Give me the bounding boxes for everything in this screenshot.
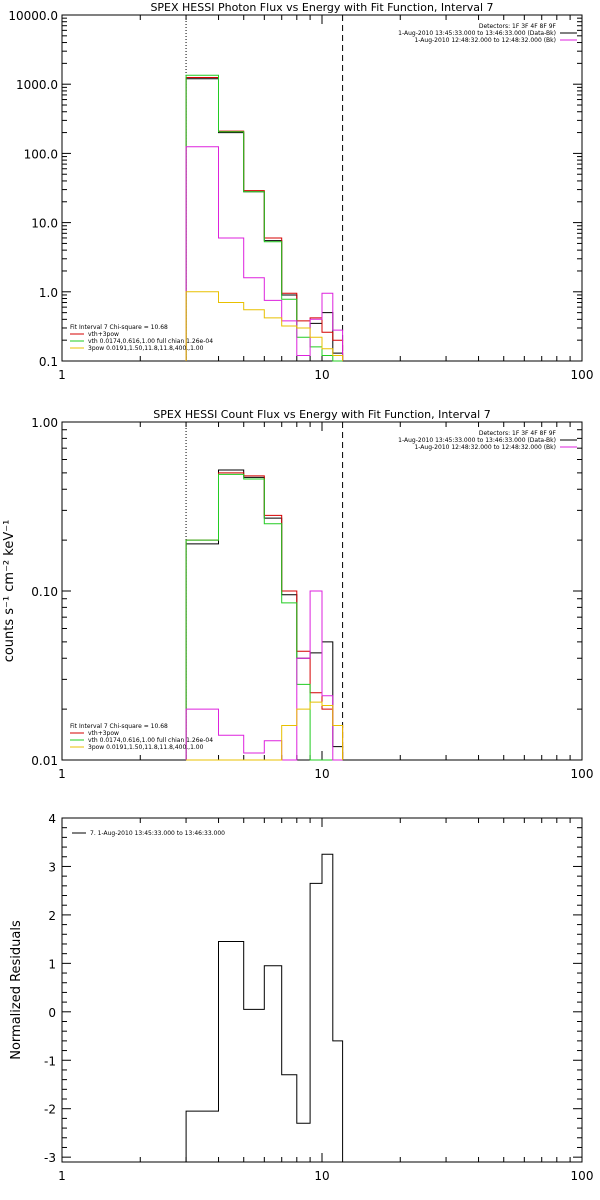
model-total-series bbox=[185, 472, 344, 760]
x-tick-label: 100 bbox=[571, 767, 594, 781]
header-text: 1-Aug-2010 13:45:33.000 to 13:46:33.000 … bbox=[398, 30, 556, 37]
y-tick-label: 10.0 bbox=[31, 217, 58, 231]
x-tick-label: 10 bbox=[314, 368, 329, 382]
y-tick-label: -2 bbox=[44, 1103, 56, 1117]
x-tick-label: 1 bbox=[58, 767, 66, 781]
y-tick-label: 1000.0 bbox=[16, 78, 58, 92]
panel-1: SPEX HESSI Photon Flux vs Energy with Fi… bbox=[8, 1, 593, 382]
thermal-component-series bbox=[185, 74, 343, 362]
legend-entry: vth+3pow bbox=[88, 730, 119, 737]
fit-label: Fit Interval 7 Chi-square = 10.68 bbox=[70, 723, 168, 730]
x-tick-label: 10 bbox=[314, 767, 329, 781]
x-tick-label: 100 bbox=[571, 368, 594, 382]
residual-series bbox=[185, 853, 344, 1162]
legend-entry: vth+3pow bbox=[88, 331, 119, 338]
legend-entry: 7. 1-Aug-2010 13:45:33.000 to 13:46:33.0… bbox=[90, 830, 225, 837]
panel-2: SPEX HESSI Count Flux vs Energy with Fit… bbox=[2, 408, 593, 781]
header-text: 1-Aug-2010 12:48:32.000 to 12:48:32.000 … bbox=[414, 444, 556, 451]
y-tick-label: 1 bbox=[48, 957, 56, 971]
data-series bbox=[185, 78, 344, 361]
legend-entry: vth 0.0174,0.616,1.00 full chian 1.26e-0… bbox=[88, 737, 213, 744]
background-series bbox=[185, 590, 343, 761]
y-axis-label: Normalized Residuals bbox=[9, 920, 24, 1060]
fit-label: Fit Interval 7 Chi-square = 10.68 bbox=[70, 324, 168, 331]
header-text: 1-Aug-2010 13:45:33.000 to 13:46:33.000 … bbox=[398, 437, 556, 444]
background-series bbox=[185, 146, 344, 361]
y-tick-label: 1.0 bbox=[39, 286, 58, 300]
y-axis-label: counts s⁻¹ cm⁻² keV⁻¹ bbox=[2, 520, 17, 663]
power-law-component-series bbox=[185, 291, 344, 361]
y-tick-label: 1.00 bbox=[31, 416, 58, 430]
y-tick-label: -3 bbox=[44, 1151, 56, 1165]
header-text: Detectors: 1F 3F 4F 8F 9F bbox=[479, 23, 557, 30]
legend-entry: 3pow 0.0191,1.50,11.8,11.8,400.,1.00 bbox=[88, 345, 204, 352]
x-tick-label: 1 bbox=[58, 1169, 66, 1183]
y-tick-label: -1 bbox=[44, 1054, 56, 1068]
y-tick-label: 2 bbox=[48, 909, 56, 923]
y-tick-label: 0.1 bbox=[39, 355, 58, 369]
model-total-series bbox=[185, 77, 344, 361]
y-tick-label: 0.01 bbox=[31, 754, 58, 768]
thermal-component-series bbox=[185, 473, 343, 761]
y-tick-label: 100.0 bbox=[24, 147, 58, 161]
y-tick-label: 4 bbox=[48, 812, 56, 826]
y-tick-label: 10000.0 bbox=[8, 9, 58, 23]
chart-title: SPEX HESSI Count Flux vs Energy with Fit… bbox=[153, 408, 490, 421]
legend-entry: 3pow 0.0191,1.50,11.8,11.8,400.,1.00 bbox=[88, 744, 204, 751]
power-law-component-series bbox=[186, 701, 344, 761]
y-tick-label: 0 bbox=[48, 1006, 56, 1020]
panel-3: 1 10 100 -3 -2 -1 0 1 2 3 4 Normalized Residuals 7. … bbox=[9, 812, 593, 1183]
x-tick-label: 1 bbox=[58, 368, 66, 382]
header-text: Detectors: 1F 3F 4F 8F 9F bbox=[479, 430, 557, 437]
y-tick-label: 0.10 bbox=[31, 585, 58, 599]
x-tick-label: 10 bbox=[314, 1169, 329, 1183]
legend-entry: vth 0.0174,0.616,1.00 full chian 1.26e-0… bbox=[88, 338, 213, 345]
y-tick-label: 3 bbox=[48, 860, 56, 874]
chart-title: SPEX HESSI Photon Flux vs Energy with Fi… bbox=[150, 1, 493, 14]
header-text: 1-Aug-2010 12:48:32.000 to 12:48:32.000 … bbox=[414, 37, 556, 44]
x-tick-label: 100 bbox=[571, 1169, 594, 1183]
data-series bbox=[185, 469, 344, 760]
